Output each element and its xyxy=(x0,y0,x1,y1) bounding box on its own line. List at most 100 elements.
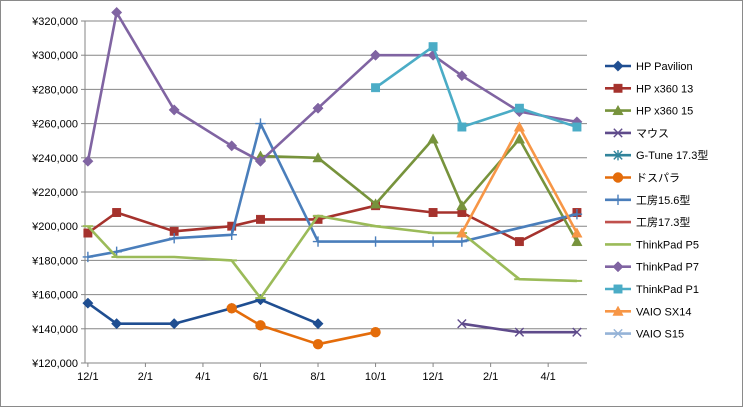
legend-marker xyxy=(612,104,624,116)
legend-item: ThinkPad P5 xyxy=(605,239,699,251)
legend-marker xyxy=(613,284,623,294)
legend-marker xyxy=(612,172,624,183)
legend-item: マウス xyxy=(605,127,669,140)
data-point xyxy=(312,236,324,247)
series-4-series xyxy=(457,318,582,337)
data-point xyxy=(457,122,467,132)
axes: ¥120,000 ¥140,000 ¥160,000 ¥180,000 ¥200,000… xyxy=(31,16,587,383)
legend-item: HP Pavilion xyxy=(605,60,693,73)
data-point xyxy=(370,327,381,338)
data-point xyxy=(571,235,583,247)
series-line xyxy=(87,298,319,326)
legend-label: HP x360 13 xyxy=(636,83,693,95)
data-point xyxy=(168,104,180,116)
data-point xyxy=(571,209,583,220)
series-1-hp-pavilion xyxy=(82,294,324,330)
legend-marker xyxy=(613,328,623,339)
series-12-vaio-sx14 xyxy=(456,121,583,238)
data-point xyxy=(168,318,180,330)
legend-item: VAIO S15 xyxy=(605,329,684,341)
data-point xyxy=(312,102,324,114)
legend-item: 工房17.3型 xyxy=(605,215,690,229)
data-point xyxy=(513,121,526,132)
data-point xyxy=(514,103,524,113)
data-point xyxy=(514,237,524,247)
x-tick-label: 12/1 xyxy=(422,371,443,383)
legend-label: VAIO SX14 xyxy=(636,306,691,318)
data-point xyxy=(312,338,324,350)
data-point xyxy=(255,320,266,331)
x-tick-label: 12/1 xyxy=(77,371,98,383)
legend-item: ThinkPad P1 xyxy=(605,284,699,296)
x-tick-label: 6/1 xyxy=(253,371,268,383)
legend-item: 工房15.6型 xyxy=(605,193,690,207)
data-point xyxy=(572,122,582,132)
legend-marker xyxy=(612,60,624,72)
data-point xyxy=(571,227,583,238)
data-point xyxy=(256,214,265,224)
y-tick-label: ¥140,000 xyxy=(31,324,78,336)
data-point xyxy=(427,133,439,144)
legend-item: G-Tune 17.3型 xyxy=(605,148,708,162)
legend-label: ThinkPad P5 xyxy=(636,239,699,251)
data-point xyxy=(168,232,180,244)
series-line xyxy=(87,204,578,243)
legend-item: HP x360 15 xyxy=(605,104,693,118)
data-point xyxy=(371,83,381,93)
series-line xyxy=(87,122,578,259)
data-point xyxy=(456,227,468,238)
x-tick-label: 10/1 xyxy=(365,371,386,383)
data-point xyxy=(112,208,122,217)
legend-item: ThinkPad P7 xyxy=(605,261,699,274)
data-point xyxy=(111,318,123,330)
data-point xyxy=(369,198,382,209)
y-tick-label: ¥180,000 xyxy=(31,255,78,267)
y-tick-label: ¥120,000 xyxy=(31,358,78,370)
data-point xyxy=(370,49,382,61)
legend: HP Pavilion HP x360 13 HP x360 15 マウス G-Tune… xyxy=(605,60,708,341)
series-11-thinkpad-p1 xyxy=(371,42,582,132)
series-line xyxy=(231,307,376,346)
data-point xyxy=(572,327,582,337)
data-point xyxy=(111,6,123,19)
y-tick-label: ¥320,000 xyxy=(31,16,78,28)
series-7-15-6 xyxy=(82,118,583,263)
legend-label: ThinkPad P1 xyxy=(636,284,699,296)
x-tick-label: 2/1 xyxy=(483,371,498,383)
data-point xyxy=(82,155,94,167)
legend-marker xyxy=(613,128,623,138)
y-tick-label: ¥220,000 xyxy=(31,187,78,199)
legend-label: HP x360 15 xyxy=(636,106,693,118)
legend-label: HP Pavilion xyxy=(636,61,693,73)
x-tick-label: 8/1 xyxy=(310,371,325,383)
data-point xyxy=(428,42,438,52)
series-line xyxy=(86,11,578,163)
data-point xyxy=(226,303,237,314)
legend-label: ドスパラ xyxy=(636,172,680,185)
series-lines xyxy=(82,6,583,350)
legend-label: 工房17.3型 xyxy=(636,215,690,229)
legend-marker xyxy=(612,194,624,205)
legend-item: HP x360 13 xyxy=(605,83,693,95)
data-point xyxy=(456,199,468,211)
data-point xyxy=(513,133,526,144)
legend-label: 工房15.6型 xyxy=(636,193,690,207)
legend-marker xyxy=(612,261,624,273)
data-point xyxy=(370,236,381,247)
legend-item: ドスパラ xyxy=(605,172,680,185)
legend-marker xyxy=(613,150,623,161)
data-point xyxy=(427,236,439,247)
legend-label: マウス xyxy=(636,127,669,140)
series-line xyxy=(374,45,578,129)
gridlines xyxy=(85,20,587,330)
x-tick-label: 2/1 xyxy=(138,371,153,383)
data-point xyxy=(456,70,468,82)
data-point xyxy=(456,236,468,247)
x-tick-label: 4/1 xyxy=(541,371,556,383)
y-tick-label: ¥260,000 xyxy=(31,119,78,131)
data-point xyxy=(226,140,238,152)
legend-marker xyxy=(613,83,623,93)
series-9-thinkpad-p5 xyxy=(82,214,583,300)
legend-label: VAIO S15 xyxy=(636,329,684,341)
